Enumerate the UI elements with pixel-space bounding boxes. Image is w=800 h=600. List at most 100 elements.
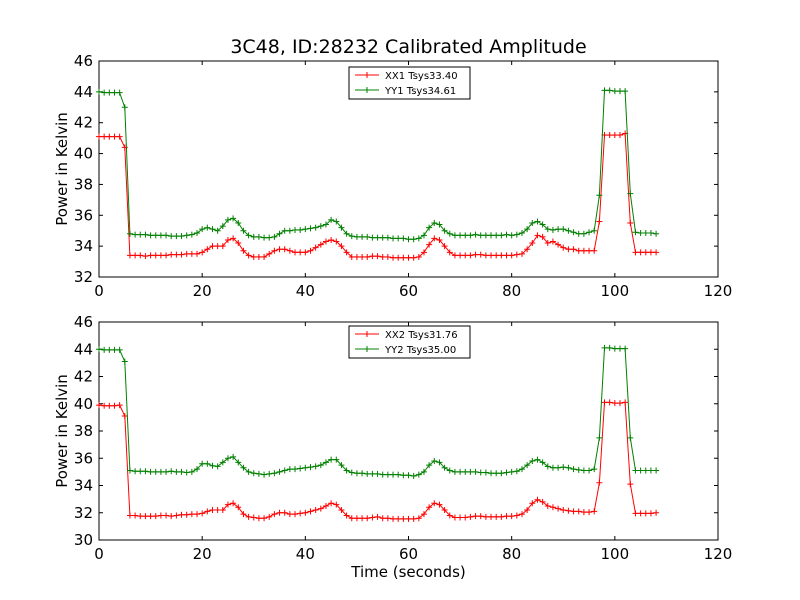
data-point (178, 251, 185, 258)
data-point (322, 221, 329, 228)
data-point (529, 220, 536, 226)
data-point (240, 511, 247, 518)
data-point (132, 468, 139, 475)
data-point (183, 469, 190, 476)
data-point (255, 253, 262, 260)
data-point (106, 402, 113, 409)
data-point (441, 243, 448, 250)
data-point (126, 230, 133, 237)
data-point (297, 226, 304, 233)
data-point (307, 508, 314, 515)
legend-box (348, 325, 471, 359)
data-point (369, 234, 376, 241)
data-point (369, 253, 376, 260)
data-point (194, 250, 201, 257)
data-point (534, 496, 541, 503)
data-point (580, 230, 587, 237)
data-point (157, 232, 164, 239)
data-point (616, 400, 623, 407)
data-point (529, 500, 536, 507)
data-point (410, 254, 417, 261)
data-point (446, 512, 453, 519)
data-point (359, 470, 366, 477)
data-point (209, 226, 216, 233)
data-point (462, 514, 469, 521)
y-tick-label: 40 (74, 395, 93, 413)
data-point (384, 253, 391, 260)
data-point (147, 513, 154, 520)
data-point (178, 511, 185, 518)
legend: XX2 Tsys31.76 YY2 Tsys35.00 (348, 325, 471, 359)
data-point (390, 235, 397, 242)
data-point (549, 464, 556, 471)
data-point (508, 232, 515, 239)
data-point (168, 233, 175, 240)
data-point (245, 468, 252, 475)
data-point (106, 346, 113, 353)
data-point (302, 226, 309, 233)
data-point (534, 232, 541, 239)
data-point (405, 254, 412, 261)
data-point (400, 472, 407, 479)
data-point (224, 216, 231, 223)
data-point (395, 254, 402, 261)
data-point (477, 513, 484, 520)
data-point (627, 481, 634, 488)
data-point (322, 459, 329, 466)
data-point (446, 230, 453, 237)
data-point (596, 192, 603, 199)
data-point (111, 133, 118, 140)
data-point (364, 233, 371, 240)
data-point (292, 466, 299, 473)
data-point (384, 234, 391, 241)
data-point (142, 253, 149, 260)
data-point (333, 238, 340, 245)
data-point (524, 507, 531, 514)
data-point (266, 513, 273, 520)
data-point (508, 513, 515, 520)
y-tick-label: 30 (74, 531, 93, 549)
data-point (611, 400, 618, 407)
data-point (132, 252, 139, 259)
data-point (622, 399, 629, 406)
data-point (261, 471, 268, 478)
data-point (230, 453, 237, 460)
legend-entry: YY1 Tsys34.61 (384, 86, 456, 97)
data-point (312, 224, 319, 231)
data-point (173, 233, 180, 240)
data-point (353, 470, 360, 477)
data-point (96, 88, 102, 95)
data-point (477, 251, 484, 258)
data-point (431, 457, 438, 464)
data-point (446, 467, 453, 474)
x-tick-label: 40 (296, 282, 315, 300)
data-point (570, 246, 577, 253)
data-point (281, 509, 288, 516)
data-point (338, 224, 345, 231)
y-axis-label: Power in Kelvin (53, 112, 71, 226)
data-point (420, 468, 427, 475)
data-point (611, 345, 618, 352)
data-point (338, 462, 345, 469)
x-tick-label: 80 (502, 282, 521, 300)
data-point (611, 88, 618, 95)
data-point (147, 468, 154, 475)
data-point (204, 224, 211, 231)
data-point (173, 251, 180, 258)
data-point (606, 344, 613, 351)
data-point (467, 468, 474, 475)
data-point (575, 466, 582, 473)
data-point (348, 253, 355, 260)
data-point (374, 513, 381, 520)
data-point (642, 249, 649, 256)
data-point (647, 230, 654, 237)
data-point (565, 507, 572, 514)
data-point (457, 252, 464, 259)
data-point (271, 233, 278, 240)
data-point (647, 510, 654, 517)
data-point (451, 514, 458, 521)
data-point (488, 232, 495, 239)
data-point (292, 226, 299, 233)
data-point (647, 467, 654, 474)
data-point (126, 252, 133, 259)
